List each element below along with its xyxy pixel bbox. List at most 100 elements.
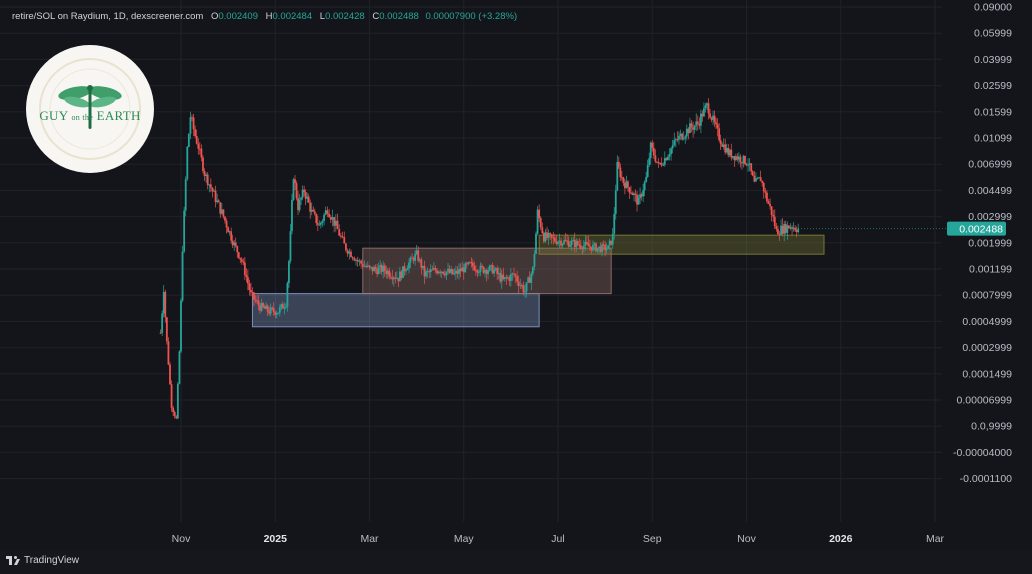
candle [631, 191, 634, 196]
candle [243, 256, 246, 281]
candle [703, 102, 705, 118]
candle [592, 240, 594, 252]
candle [388, 267, 391, 280]
candle [465, 261, 468, 269]
candle [312, 206, 315, 212]
candle [415, 244, 418, 256]
candle [792, 222, 795, 232]
candle [511, 272, 514, 281]
candle [753, 171, 756, 183]
candle [262, 302, 264, 309]
candle [426, 267, 429, 278]
candle [436, 267, 438, 276]
blue-zone[interactable] [251, 293, 540, 328]
candle [610, 240, 613, 246]
logo-text: GUY on the EARTH [26, 108, 154, 124]
candle [391, 269, 394, 285]
dragonfly-icon [39, 58, 141, 160]
candle [360, 259, 362, 269]
candle [214, 185, 217, 208]
candle [162, 285, 165, 318]
candle [459, 263, 462, 277]
y-tick-label: 0.0,9999 [971, 421, 1012, 433]
candle [673, 132, 676, 147]
candle [173, 410, 176, 419]
candle [383, 263, 386, 277]
y-tick-label: 0.004499 [968, 185, 1012, 197]
candle [758, 176, 760, 179]
candle [242, 258, 245, 266]
candle [240, 257, 243, 265]
candle [222, 209, 225, 219]
candle [316, 215, 319, 232]
candle [584, 235, 587, 252]
candle [755, 172, 757, 182]
candle [622, 176, 625, 187]
candle [502, 267, 505, 281]
y-tick-label: 0.01099 [974, 133, 1012, 145]
candle [656, 161, 658, 164]
candle [382, 261, 385, 279]
last-price-tag[interactable]: 0.002488 [947, 221, 1006, 236]
candle [333, 217, 336, 233]
candle [725, 143, 728, 154]
candle [611, 227, 614, 249]
candle [616, 155, 619, 192]
candle [533, 250, 536, 271]
candle [437, 270, 440, 275]
candle [220, 203, 223, 215]
y-tick-label: 0.002999 [968, 211, 1012, 223]
candle [328, 208, 331, 218]
candle [288, 259, 290, 288]
close-value: 0.002488 [379, 11, 419, 22]
candle [585, 235, 588, 245]
candle [417, 246, 420, 263]
candle [756, 176, 759, 180]
candle [470, 257, 473, 268]
candle [719, 134, 722, 150]
chart-header: retire/SOL on Raydium, 1D, dexscreener.c… [12, 11, 517, 22]
candle [704, 103, 707, 113]
yellow-zone[interactable] [538, 234, 825, 255]
candle [569, 240, 572, 248]
candle [499, 267, 502, 284]
candle [297, 190, 299, 215]
candle [699, 109, 702, 134]
candle [170, 380, 173, 412]
candle [336, 213, 339, 230]
tradingview-brand[interactable]: TradingView [6, 555, 79, 566]
candle [434, 265, 437, 274]
candle [323, 213, 325, 226]
candle [468, 261, 471, 264]
candle [227, 226, 230, 233]
candle [581, 246, 584, 255]
candle [778, 231, 781, 241]
candle [589, 239, 591, 251]
candle [614, 184, 617, 220]
candle [625, 175, 628, 189]
candle [685, 124, 688, 141]
candle [517, 275, 520, 294]
candle [791, 225, 793, 236]
candle [570, 237, 573, 251]
candle [491, 262, 494, 275]
candle [246, 269, 249, 291]
candle [590, 246, 593, 254]
candle [216, 193, 219, 204]
candle [546, 226, 548, 240]
candle [637, 194, 640, 205]
candle [553, 233, 556, 244]
candle [358, 258, 361, 266]
x-tick-label: Mar [926, 533, 945, 545]
candle [599, 242, 602, 254]
candle [497, 267, 500, 280]
candle [405, 268, 407, 275]
candle [660, 157, 663, 168]
candle [564, 232, 567, 242]
candle [159, 329, 162, 334]
candle [678, 131, 680, 145]
candle [567, 236, 570, 248]
candle [268, 306, 271, 316]
candle [205, 172, 208, 183]
